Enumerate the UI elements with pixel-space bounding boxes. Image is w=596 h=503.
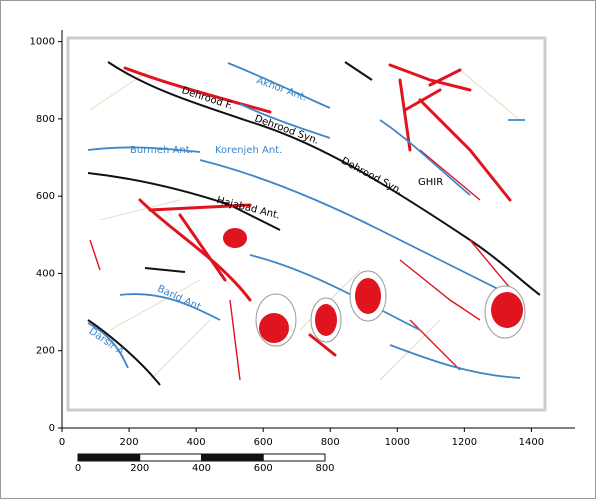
x-tick-label: 400 <box>187 437 206 448</box>
y-tick-label: 200 <box>36 346 55 357</box>
y-tick-label: 800 <box>36 114 55 125</box>
x-tick-label: 1400 <box>519 437 544 448</box>
scale-label: 0 <box>75 463 81 474</box>
scale-segment <box>202 454 264 461</box>
y-tick-label: 0 <box>49 423 55 434</box>
map-label: Burmeh Ant. <box>130 145 193 156</box>
scale-segment <box>78 454 140 461</box>
y-tick-label: 1000 <box>30 37 55 48</box>
map-label: Korenjeh Ant. <box>215 145 282 156</box>
x-tick-label: 200 <box>120 437 139 448</box>
scale-label: 800 <box>315 463 334 474</box>
y-tick-label: 400 <box>36 268 55 279</box>
scale-label: 400 <box>192 463 211 474</box>
scale-segment <box>263 454 325 461</box>
x-tick-label: 0 <box>59 437 65 448</box>
x-tick-label: 800 <box>321 437 340 448</box>
x-tick-label: 1000 <box>385 437 410 448</box>
scale-segment <box>140 454 202 461</box>
x-tick-label: 600 <box>254 437 273 448</box>
scale-label: 200 <box>130 463 149 474</box>
scale-label: 600 <box>254 463 273 474</box>
y-tick-label: 600 <box>36 191 55 202</box>
map-label: GHIR <box>418 177 443 188</box>
x-tick-label: 1200 <box>452 437 477 448</box>
figure: Dehrood F. Akhor Ant. Dehrood Syn. Burme… <box>0 0 596 499</box>
